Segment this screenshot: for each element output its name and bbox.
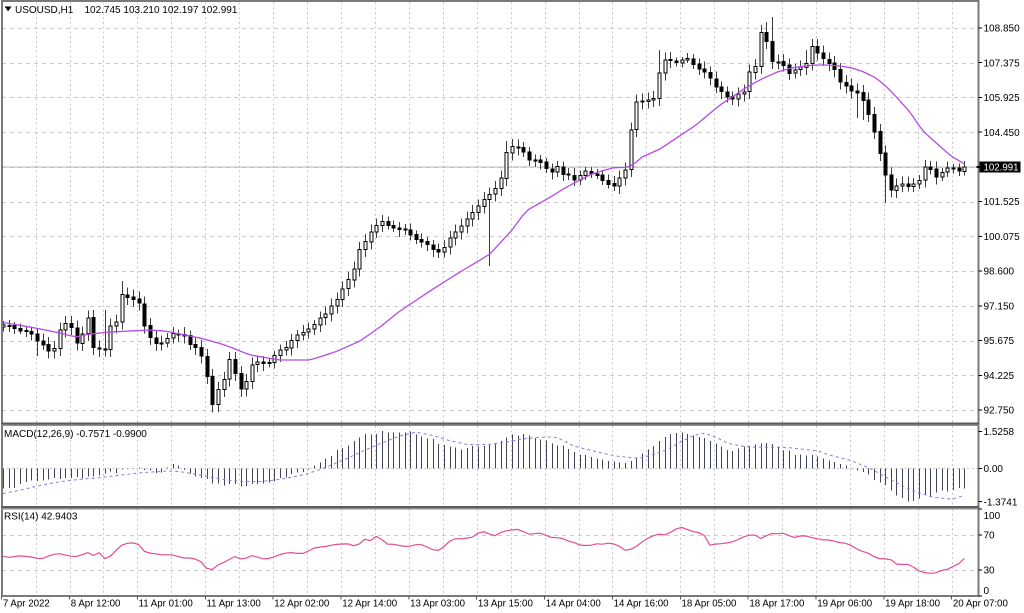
svg-text:108.850: 108.850 (984, 24, 1021, 35)
svg-text:0.00: 0.00 (984, 464, 1004, 475)
svg-text:98.600: 98.600 (984, 267, 1015, 278)
svg-text:92.750: 92.750 (984, 406, 1015, 417)
svg-text:30: 30 (984, 566, 996, 577)
svg-text:94.225: 94.225 (984, 371, 1015, 382)
svg-text:107.375: 107.375 (984, 58, 1021, 69)
svg-text:13 Apr 03:00: 13 Apr 03:00 (410, 598, 466, 609)
svg-text:18 Apr 05:00: 18 Apr 05:00 (682, 598, 738, 609)
svg-text:97.150: 97.150 (984, 301, 1015, 312)
svg-text:USOUSD,H1 102.745 103.210 1: USOUSD,H1 102.745 103.210 102.197 102.99… (15, 5, 238, 16)
svg-text:102.991: 102.991 (984, 163, 1019, 174)
svg-text:MACD(12,26,9) -0.7571 -0.9900: MACD(12,26,9) -0.7571 -0.9900 (4, 429, 147, 440)
svg-text:0: 0 (984, 586, 990, 597)
svg-text:105.925: 105.925 (984, 93, 1021, 104)
svg-text:14 Apr 04:00: 14 Apr 04:00 (546, 598, 602, 609)
svg-text:13 Apr 15:00: 13 Apr 15:00 (478, 598, 534, 609)
svg-text:19 Apr 18:00: 19 Apr 18:00 (885, 598, 941, 609)
svg-text:70: 70 (984, 531, 996, 542)
svg-text:101.525: 101.525 (984, 197, 1021, 208)
svg-text:8 Apr 12:00: 8 Apr 12:00 (71, 598, 121, 609)
svg-text:RSI(14) 42.9403: RSI(14) 42.9403 (4, 511, 78, 522)
svg-text:11 Apr 13:00: 11 Apr 13:00 (207, 598, 262, 609)
svg-text:-1.3741: -1.3741 (984, 497, 1018, 508)
svg-text:95.675: 95.675 (984, 336, 1015, 347)
svg-text:11 Apr 01:00: 11 Apr 01:00 (139, 598, 194, 609)
svg-text:14 Apr 16:00: 14 Apr 16:00 (614, 598, 670, 609)
svg-text:12 Apr 14:00: 12 Apr 14:00 (342, 598, 398, 609)
svg-text:100: 100 (984, 511, 1001, 522)
svg-text:104.450: 104.450 (984, 128, 1021, 139)
svg-text:7 Apr 2022: 7 Apr 2022 (3, 598, 50, 609)
svg-text:1.5258: 1.5258 (984, 427, 1015, 438)
svg-text:19 Apr 06:00: 19 Apr 06:00 (817, 598, 873, 609)
svg-text:20 Apr 07:00: 20 Apr 07:00 (953, 598, 1009, 609)
svg-text:100.075: 100.075 (984, 232, 1021, 243)
svg-text:18 Apr 17:00: 18 Apr 17:00 (749, 598, 805, 609)
svg-text:12 Apr 02:00: 12 Apr 02:00 (274, 598, 330, 609)
